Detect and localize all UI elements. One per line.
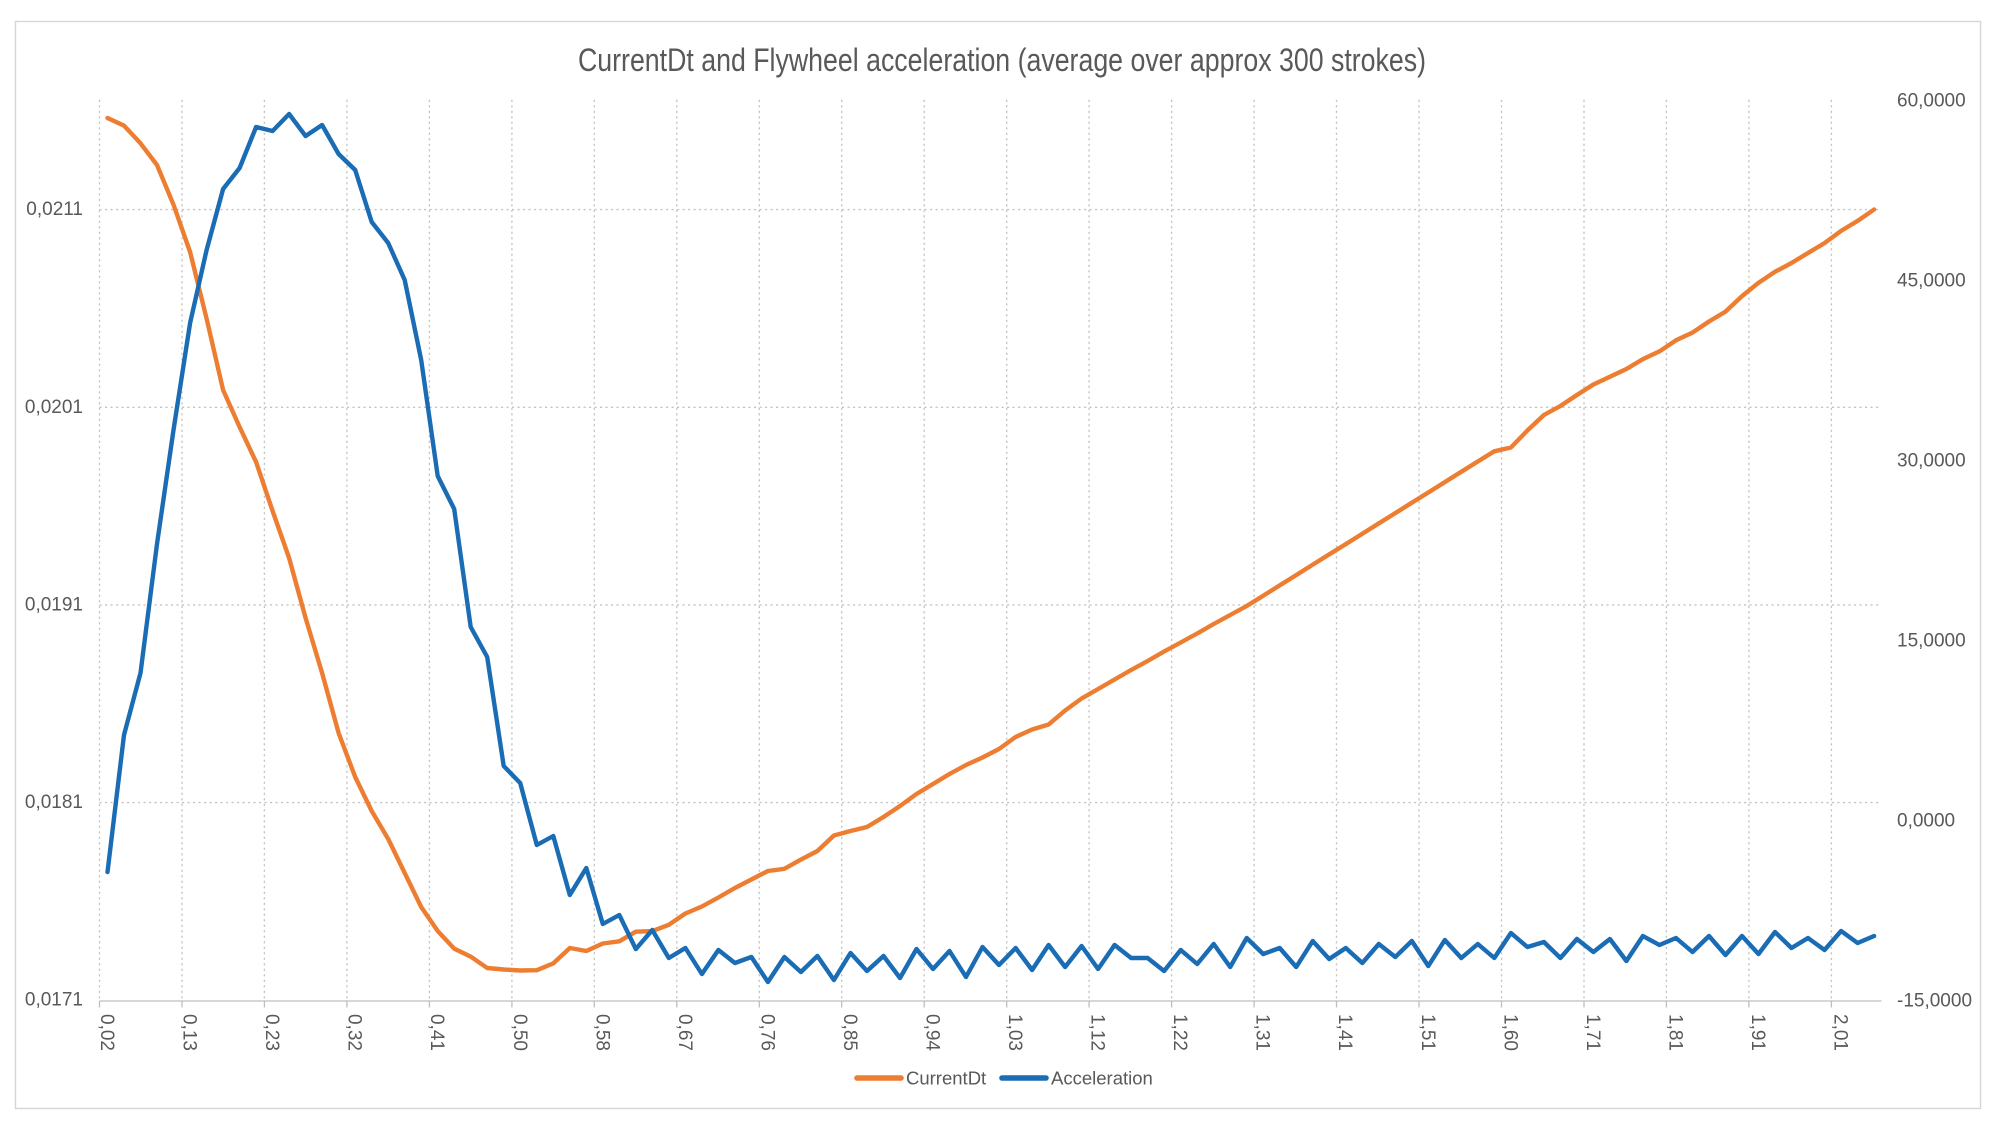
svg-text:1,51: 1,51 — [1417, 1014, 1438, 1051]
svg-text:0,0211: 0,0211 — [26, 199, 83, 220]
svg-text:0,0171: 0,0171 — [25, 990, 83, 1011]
svg-text:1,03: 1,03 — [1004, 1014, 1025, 1051]
svg-text:Acceleration: Acceleration — [1051, 1068, 1153, 1089]
svg-text:1,22: 1,22 — [1169, 1014, 1190, 1051]
svg-text:1,91: 1,91 — [1747, 1014, 1768, 1051]
svg-text:0,0191: 0,0191 — [25, 594, 83, 615]
svg-text:30,0000: 30,0000 — [1897, 451, 1966, 472]
svg-text:-15,0000: -15,0000 — [1897, 991, 1972, 1012]
svg-text:0,32: 0,32 — [344, 1014, 365, 1051]
svg-text:CurrentDt: CurrentDt — [906, 1068, 986, 1089]
svg-text:0,94: 0,94 — [922, 1014, 943, 1051]
svg-text:0,85: 0,85 — [839, 1014, 860, 1051]
svg-text:1,81: 1,81 — [1665, 1014, 1686, 1051]
svg-text:0,0201: 0,0201 — [25, 397, 83, 418]
svg-text:1,60: 1,60 — [1499, 1014, 1520, 1051]
svg-text:0,23: 0,23 — [261, 1014, 282, 1051]
svg-text:45,0000: 45,0000 — [1897, 271, 1966, 292]
svg-text:2,01: 2,01 — [1830, 1014, 1851, 1051]
svg-text:1,71: 1,71 — [1582, 1014, 1603, 1051]
svg-text:CurrentDt and Flywheel acceler: CurrentDt and Flywheel acceleration (ave… — [578, 42, 1426, 78]
svg-text:1,41: 1,41 — [1334, 1014, 1355, 1051]
svg-text:60,0000: 60,0000 — [1897, 91, 1966, 112]
svg-text:0,67: 0,67 — [674, 1014, 695, 1051]
svg-text:15,0000: 15,0000 — [1897, 631, 1966, 652]
svg-text:0,0000: 0,0000 — [1897, 811, 1955, 832]
svg-text:0,76: 0,76 — [756, 1014, 777, 1051]
svg-text:0,02: 0,02 — [96, 1014, 117, 1051]
svg-text:0,41: 0,41 — [426, 1014, 447, 1051]
svg-text:0,13: 0,13 — [179, 1014, 200, 1051]
svg-text:0,0181: 0,0181 — [25, 792, 83, 813]
svg-text:0,58: 0,58 — [591, 1014, 612, 1051]
svg-text:0,50: 0,50 — [509, 1014, 530, 1051]
svg-text:1,31: 1,31 — [1252, 1014, 1273, 1051]
svg-text:1,12: 1,12 — [1087, 1014, 1108, 1051]
